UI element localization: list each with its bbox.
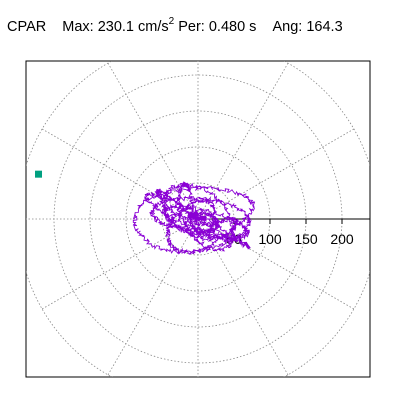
ang-value: 164.3 [306,19,343,35]
ang-label: Ang: [272,19,303,35]
max-label: Max: [62,19,94,35]
grid-spoke-240 [107,218,199,376]
radial-axis: 50 100 150 200 [198,218,370,247]
radial-tick-label-150: 150 [294,231,318,247]
per-label: Per: [178,19,205,35]
max-unit-exponent: 2 [168,16,175,27]
grid-spoke-30 [197,128,355,220]
chart-header: CPAR Max: 230.1 cm/s2 Per: 0.480 s Ang: … [7,16,343,35]
per-value: 0.480 s [208,19,257,35]
max-marker-layer [35,170,43,178]
orbit-path [132,181,256,255]
grid-spoke-210 [41,218,199,310]
max-marker [35,170,43,178]
grid-spoke-150 [41,128,199,220]
orbit-trace [132,181,256,255]
station-label: CPAR [7,19,47,35]
radial-tick-label-200: 200 [330,231,354,247]
max-unit: cm/s [138,19,169,35]
radial-tick-label-100: 100 [258,231,282,247]
max-value: 230.1 [97,19,134,35]
